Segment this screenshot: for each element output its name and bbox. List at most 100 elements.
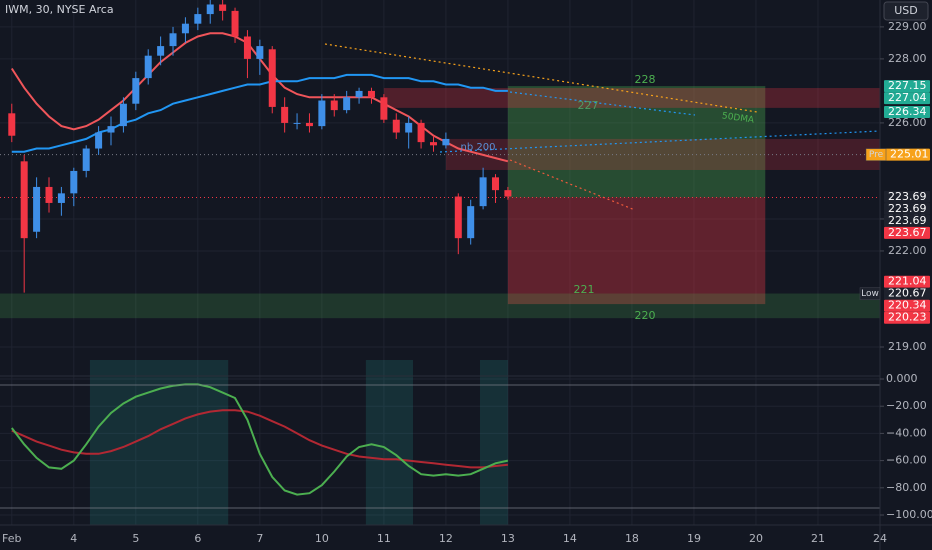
candle-body <box>231 10 239 37</box>
x-tick-label: 19 <box>687 532 701 545</box>
x-tick-label: 7 <box>256 532 263 545</box>
candle-body <box>330 100 338 111</box>
candle-body <box>8 113 16 136</box>
price-label: 226.34 <box>888 105 927 118</box>
price-label: 225.01 <box>890 148 929 161</box>
y-tick-label: 229.00 <box>888 20 927 33</box>
y-tick-label: −20.00 <box>886 399 927 412</box>
x-tick-label: 11 <box>377 532 391 545</box>
ma-label: nb 200 <box>461 142 496 153</box>
candle-body <box>492 177 500 191</box>
candle-body <box>206 4 214 15</box>
candle-body <box>392 119 400 133</box>
price-tag: Low <box>861 289 879 299</box>
candle-body <box>479 177 487 207</box>
price-label-box <box>884 80 930 93</box>
price-label: 220.67 <box>888 287 927 300</box>
axes: Feb 4 5 6 7 10 11 12 13 14 18 19 20 21 24 219.00 222.00 2… <box>2 20 932 545</box>
candle-body <box>33 186 41 232</box>
price-label-box <box>884 190 930 203</box>
candle-body <box>405 122 413 133</box>
candle-body <box>107 126 115 133</box>
candle-body <box>82 148 90 171</box>
candle-body <box>119 103 127 127</box>
candle-body <box>318 100 326 127</box>
y-tick-label: −60.00 <box>886 454 927 467</box>
zone-label: 227 <box>578 99 599 112</box>
currency[interactable]: USD <box>894 4 918 17</box>
ma-label: 50DMA <box>721 111 755 126</box>
currency-box[interactable] <box>883 1 929 21</box>
price-label-box <box>884 148 930 161</box>
candle-body <box>355 90 363 98</box>
x-tick-label: 20 <box>749 532 763 545</box>
x-tick-label: 6 <box>194 532 201 545</box>
candle-body <box>45 186 53 203</box>
price-label-box <box>884 106 930 119</box>
x-tick-label: 10 <box>315 532 329 545</box>
series-line <box>11 383 509 496</box>
price-label: 223.69 <box>888 202 927 215</box>
highlight <box>365 360 414 525</box>
zone <box>507 197 766 305</box>
highlight <box>89 360 229 525</box>
candle-body <box>20 161 28 239</box>
y-tick-label: −100.00 <box>886 508 932 521</box>
zone <box>445 138 880 170</box>
trend-line <box>439 130 881 153</box>
price-label: 223.69 <box>888 214 927 227</box>
zone-label: 220 <box>635 309 656 322</box>
y-tick-label: 0.000 <box>886 372 918 385</box>
candle-body <box>256 46 264 59</box>
zones <box>0 86 880 525</box>
price-label-box <box>884 299 930 312</box>
x-tick-label: 24 <box>873 532 887 545</box>
y-tick-label: 226.00 <box>888 116 927 129</box>
zone <box>507 86 766 198</box>
y-tick-label: 228.00 <box>888 52 927 65</box>
candle-body <box>281 106 289 123</box>
tag-box <box>865 148 887 161</box>
plot <box>0 0 880 496</box>
zone-label: 228 <box>635 73 656 86</box>
candle-body <box>169 33 177 47</box>
y-tick-label: 222.00 <box>888 244 927 257</box>
candle-body <box>417 122 425 143</box>
price-label: 227.15 <box>888 79 927 92</box>
candle-body <box>305 122 313 127</box>
candle-body <box>219 4 227 11</box>
candle-body <box>132 78 140 104</box>
price-label-box <box>884 92 930 105</box>
candle-body <box>194 14 202 24</box>
y-tick-label: 219.00 <box>888 340 927 353</box>
candle-body <box>57 193 65 203</box>
price-label-box <box>884 202 930 215</box>
tag-box <box>859 287 881 300</box>
annotations: 228 227 50DMA nb 200 221 220 <box>461 73 756 322</box>
series-line <box>11 409 509 469</box>
candle-body <box>268 49 276 107</box>
candle-body <box>467 206 475 239</box>
zone <box>383 88 880 108</box>
price-label: 223.69 <box>888 190 927 203</box>
price-tag: Pre <box>869 150 884 160</box>
price-label-box <box>884 287 930 300</box>
candle-body <box>157 46 165 56</box>
price-label-box <box>884 214 930 227</box>
candle-body <box>343 97 351 111</box>
x-tick-label: Feb <box>2 532 21 545</box>
x-tick-label: 21 <box>811 532 825 545</box>
x-tick-label: 12 <box>439 532 453 545</box>
price-label: 223.67 <box>888 226 927 239</box>
chart-title: IWM, 30, NYSE Arca <box>5 3 114 16</box>
price-label-box <box>884 226 930 239</box>
price-label: 220.23 <box>888 311 927 324</box>
zone-label: 221 <box>574 283 595 296</box>
zone <box>0 293 880 319</box>
price-label-box <box>884 275 930 288</box>
candle-body <box>144 55 152 79</box>
x-tick-label: 18 <box>625 532 639 545</box>
